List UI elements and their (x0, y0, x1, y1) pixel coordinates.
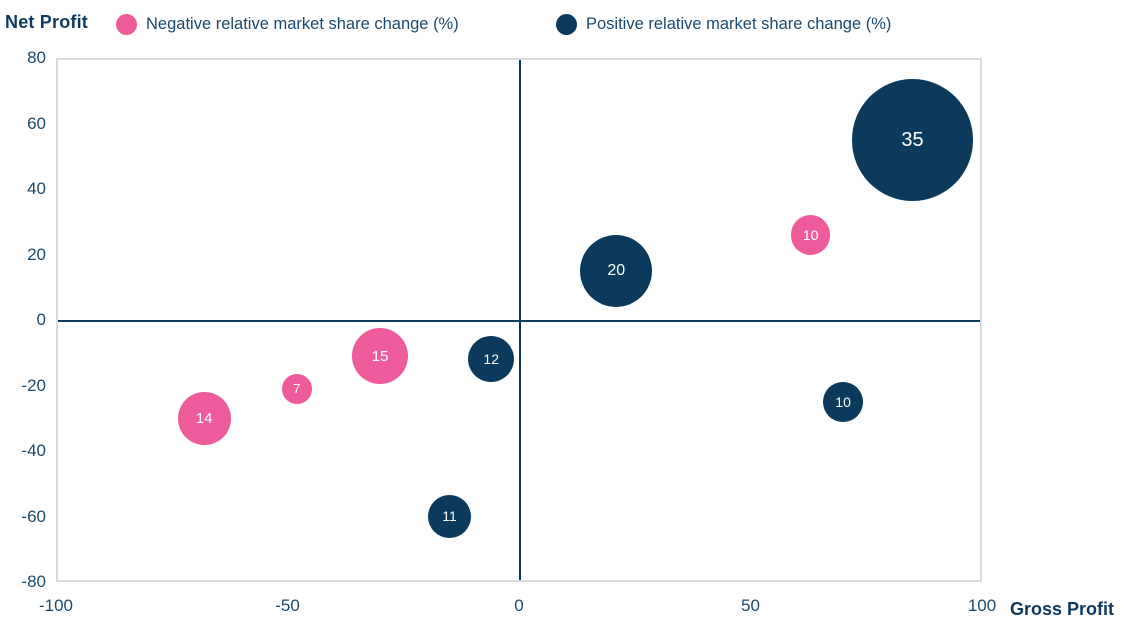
x-tick-label: -50 (275, 596, 300, 615)
bubble-label: 10 (802, 226, 819, 243)
x-tick-label: 100 (967, 596, 997, 615)
bubble-label: 35 (901, 128, 924, 151)
bubble-positive-35[interactable]: 35 (851, 79, 974, 201)
bubble-label: 10 (835, 393, 851, 410)
y-tick-label: 60 (27, 113, 46, 133)
bubble-label: 20 (607, 261, 626, 279)
bubble-negative-10[interactable]: 10 (790, 215, 831, 255)
x-tick-label: -100 (38, 596, 74, 615)
y-tick-label: -20 (21, 375, 46, 395)
x-tick-label: 0 (514, 596, 524, 615)
bubble-positive-10[interactable]: 10 (823, 382, 863, 422)
bubble-positive-12[interactable]: 12 (468, 336, 515, 383)
y-tick-label: -60 (21, 506, 46, 526)
bubble-label: 15 (371, 347, 389, 365)
legend-item-negative[interactable]: Negative relative market share change (%… (116, 12, 459, 36)
bubble-label: 7 (293, 381, 301, 397)
y-tick-label: -80 (21, 572, 46, 591)
plot-area (56, 58, 982, 582)
x-tick-label: 50 (741, 596, 760, 615)
y-tick-label: 80 (27, 48, 46, 67)
legend-item-positive[interactable]: Positive relative market share change (%… (556, 12, 891, 36)
legend-label: Positive relative market share change (%… (586, 14, 892, 33)
legend-label: Negative relative market share change (%… (146, 14, 459, 33)
legend-dot-icon (556, 13, 577, 35)
y-tick-label: 0 (36, 310, 46, 329)
y-zero-line (58, 320, 980, 322)
bubble-label: 14 (195, 409, 213, 427)
y-tick-label: 40 (27, 179, 46, 198)
y-axis-title: Net Profit (5, 12, 88, 32)
bubble-negative-14[interactable]: 14 (177, 391, 231, 445)
y-tick-label: 20 (27, 244, 46, 264)
bubble-label: 12 (483, 351, 499, 368)
x-axis-title: Gross Profit (1010, 599, 1115, 619)
bubble-negative-15[interactable]: 15 (352, 328, 409, 385)
bubble-label: 11 (442, 508, 457, 525)
y-tick-label: -40 (21, 441, 46, 460)
legend-dot-icon (116, 13, 137, 35)
bubble-negative-7[interactable]: 7 (281, 373, 312, 404)
bubble-positive-11[interactable]: 11 (428, 495, 471, 538)
bubble-positive-20[interactable]: 20 (580, 234, 653, 308)
